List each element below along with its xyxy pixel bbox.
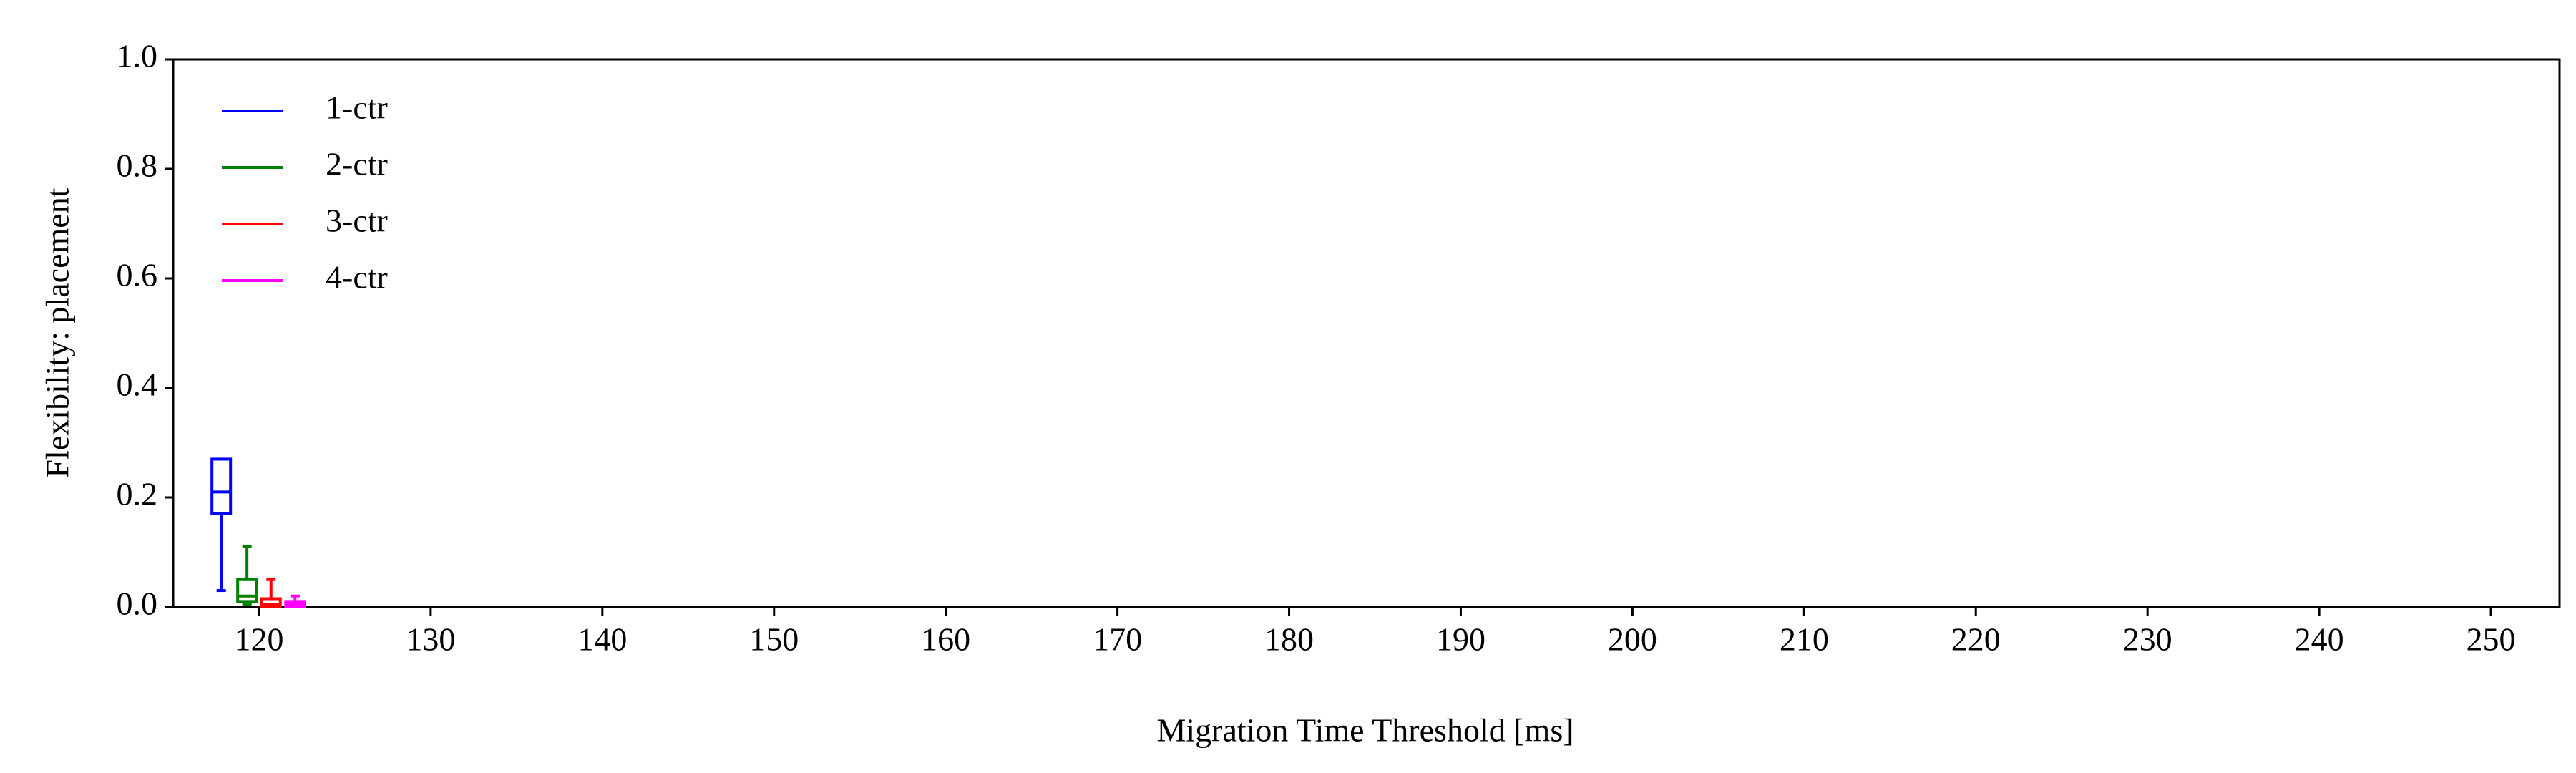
x-tick-label: 170: [1093, 621, 1142, 658]
y-tick-label: 0.6: [117, 257, 158, 293]
x-tick-label: 220: [1951, 621, 2001, 658]
x-tick-label: 130: [406, 621, 455, 658]
box: [210, 457, 233, 515]
legend-label: 4-ctr: [326, 259, 388, 296]
x-tick-label: 250: [2467, 621, 2516, 658]
x-tick-label: 210: [1780, 621, 1829, 658]
x-tick-label: 240: [2295, 621, 2344, 658]
box: [236, 578, 258, 603]
y-axis-label: Flexibility: placement: [39, 188, 76, 477]
y-tick-label: 1.0: [117, 38, 158, 74]
x-tick-label: 150: [749, 621, 799, 658]
x-tick-label: 200: [1608, 621, 1657, 658]
y-tick-label: 0.2: [117, 476, 158, 512]
x-tick-label: 180: [1264, 621, 1314, 658]
y-tick-label: 0.0: [117, 585, 158, 622]
x-axis-label: Migration Time Threshold [ms]: [1156, 712, 1574, 749]
x-tick-label: 190: [1436, 621, 1485, 658]
x-tick-label: 120: [234, 621, 283, 658]
legend-label: 3-ctr: [326, 203, 388, 239]
x-tick-label: 160: [921, 621, 970, 658]
x-tick-label: 140: [577, 621, 627, 658]
legend-label: 2-ctr: [326, 146, 388, 183]
y-tick-label: 0.4: [117, 366, 158, 403]
plot-frame: [172, 58, 2561, 608]
y-tick-label: 0.8: [117, 147, 158, 184]
legend-label: 1-ctr: [326, 89, 388, 126]
x-tick-label: 230: [2123, 621, 2172, 658]
